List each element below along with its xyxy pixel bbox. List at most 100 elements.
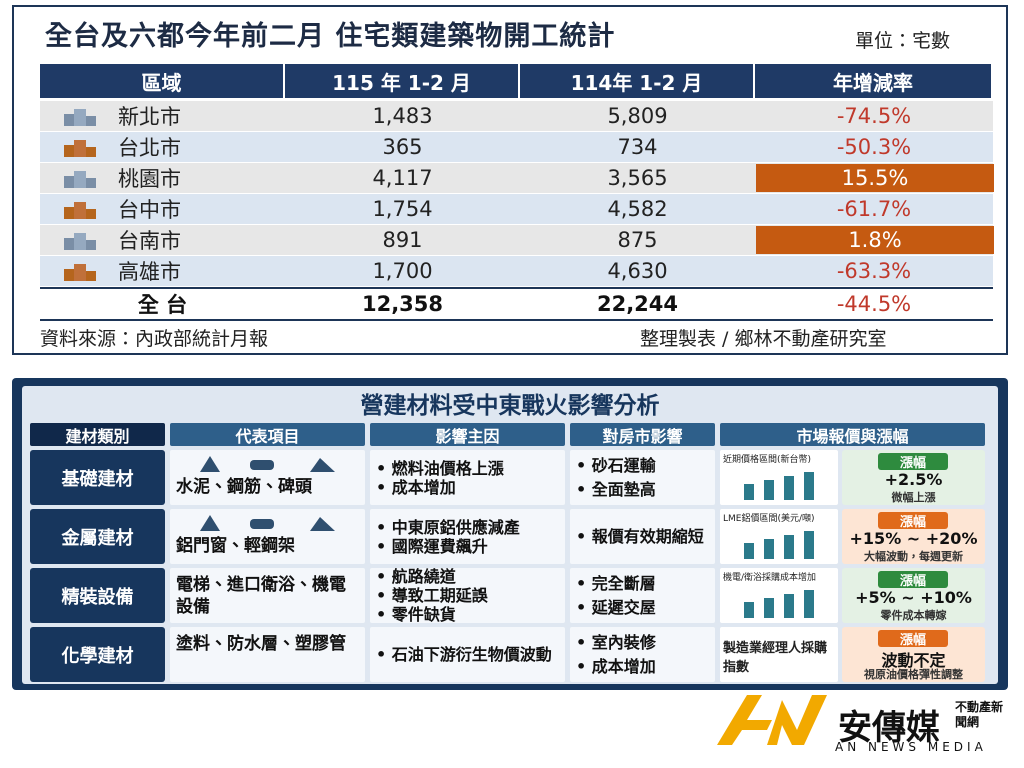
cause-text: • 石油下游衍生物價波動 [376,645,552,664]
cell-bg [170,627,365,682]
logo-shape [767,695,827,745]
cell: -74.5% [836,104,912,128]
building-icon [64,140,96,157]
column-header c: 區域 [40,64,285,98]
source-border [40,319,993,321]
cell-bg [170,568,365,623]
cause-text: • 導致工期延誤 [376,586,488,605]
change-tag: 漲幅 [878,512,948,530]
bullet: • [576,597,592,617]
column-header c: 114年 1-2 月 [520,64,755,98]
change-note: 視原油價格彈性調整 [864,668,963,681]
mini-chart-title: 製造業經理人採購指數 [723,641,828,675]
logo-mark [717,695,827,745]
category-cell: 基礎建材 [30,450,165,505]
mini-chart [724,525,834,561]
change-value: +5% ~ +10% [855,588,972,607]
row-bg [40,101,993,131]
city-icon [62,170,98,188]
cell-bg [370,450,565,505]
row-bg [40,132,993,162]
column-header: 影響主因 [370,423,565,446]
effect-text: • 砂石運輸 [576,455,656,475]
row-bg [40,194,993,224]
bullet: • [376,536,392,556]
cell-bg [570,450,715,505]
total-cell: 12,358 [361,291,444,316]
cell: 台北市 [118,136,181,160]
column-header c: 115 年 1-2 月 [285,64,520,98]
cell: -63.3% [836,259,912,283]
mini-chart-graphic [744,590,814,618]
column-header: 市場報價與漲幅 [720,423,985,446]
logo-english: AN NEWS MEDIA [835,740,987,754]
bullet: • [376,477,392,497]
building-icon [64,171,96,188]
unit-label: 單位：宅數 [855,30,951,52]
mini-chart-box: LME鋁價區間(美元/噸) [720,509,838,564]
effect-text: • 完全斷層 [576,573,656,593]
change-tag: 漲幅 [878,453,948,471]
change-box: 漲幅 +15% ~ +20% 大幅波動，每週更新 [842,509,985,564]
mini-chart-box: 近期價格區間(新台幣) [720,450,838,505]
cell: 875 [617,228,658,252]
cell-bg [570,568,715,623]
mini-chart-title: 機電/衛浴採購成本增加 [723,573,817,583]
cell: 4,630 [607,259,668,283]
change-tag: 漲幅 [878,630,948,648]
logo-shape [717,695,772,745]
bullet: • [376,586,392,605]
bullet: • [576,479,592,499]
building-icon [64,202,96,219]
cause-text: • 中東原鋁供應減產 [376,517,520,537]
logo-name: 安傳媒 [838,708,940,748]
bullet: • [576,656,592,676]
bullet: • [576,573,592,593]
effect-text: • 室內裝修 [576,632,656,652]
cell: -50.3% [836,135,912,159]
cause-text: • 零件缺貨 [376,605,456,624]
cell: 3,565 [607,166,668,190]
cell-bg [370,627,565,682]
city-icon [62,201,98,219]
bullet: • [576,526,592,546]
bullet: • [376,567,392,586]
total-cell: 22,244 [596,291,679,316]
building-icon [64,264,96,281]
building-icon [64,233,96,250]
category-cell: 金屬建材 [30,509,165,564]
cell-bg [570,627,715,682]
bullet: • [576,632,592,652]
cause-text: • 國際運費飆升 [376,536,488,556]
city-icon [62,263,98,281]
total-cell: 全 台 [137,292,188,317]
cell: 桃園市 [118,167,181,191]
bullet: • [376,645,392,664]
cell: 365 [382,135,423,159]
item-icons [190,454,350,474]
change-box: 漲幅 +5% ~ +10% 零件成本轉嫁 [842,568,985,623]
category-cell: 精裝設備 [30,568,165,623]
cell-bg [370,509,565,564]
effect-text: • 成本增加 [576,656,656,676]
change-box: 漲幅 波動不定 視原油價格彈性調整 [842,627,985,682]
change-value: +15% ~ +20% [849,529,978,548]
items-text: 電梯、進口衛浴、機電設備 [176,575,346,617]
cell: 高雄市 [118,260,181,284]
change-box: 漲幅 +2.5% 微幅上漲 [842,450,985,505]
change-note: 微幅上漲 [891,491,936,504]
category-cell: 化學建材 [30,627,165,682]
cell: 台中市 [118,198,181,222]
row-bg [40,256,993,286]
change-note: 大幅波動，每週更新 [864,550,963,563]
cell: 734 [617,135,658,159]
mini-chart-title: 近期價格區間(新台幣) [723,455,812,465]
mini-chart-box: 機電/衛浴採購成本增加 [720,568,838,623]
bullet: • [376,605,392,624]
city-icon [62,232,98,250]
cell-bg [170,509,365,564]
effect-text: • 報價有效期縮短 [576,526,704,546]
cell: 1.8% [756,226,994,254]
effect-text: • 全面墊高 [576,479,656,499]
